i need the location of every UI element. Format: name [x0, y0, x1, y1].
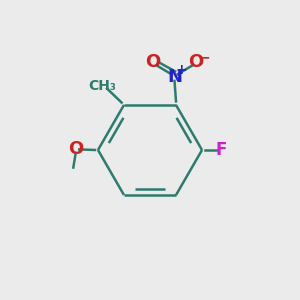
Text: N: N — [167, 68, 182, 86]
Text: F: F — [216, 141, 227, 159]
Text: O: O — [188, 53, 203, 71]
Text: O: O — [68, 140, 83, 158]
Text: O: O — [146, 53, 161, 71]
Text: +: + — [176, 63, 188, 77]
Text: CH₃: CH₃ — [88, 79, 116, 93]
Text: −: − — [198, 51, 210, 65]
